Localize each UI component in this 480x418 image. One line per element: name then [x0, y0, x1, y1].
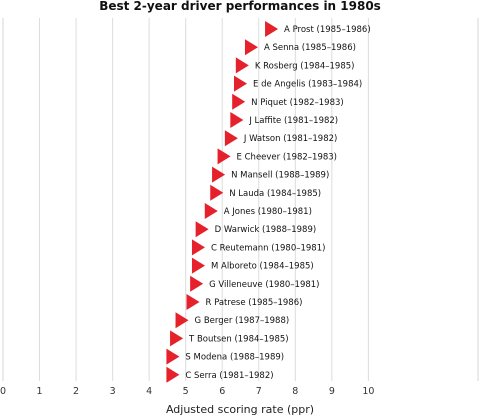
x-tick-label: 2	[73, 386, 79, 397]
data-point-label: A Jones (1980–1981)	[224, 207, 312, 217]
data-point-marker	[166, 366, 180, 383]
data-point-marker	[186, 294, 200, 310]
data-point-marker	[175, 312, 189, 329]
chart-title: Best 2-year driver performances in 1980s	[99, 0, 381, 13]
data-point-label: E Cheever (1982–1983)	[237, 152, 337, 162]
x-tick-label: 10	[362, 386, 374, 397]
data-point-label: D Warwick (1988–1989)	[215, 225, 317, 235]
data-point-marker	[204, 203, 218, 219]
data-point-marker	[217, 148, 231, 165]
data-point-label: N Lauda (1984–1985)	[229, 189, 321, 199]
data-point-label: G Berger (1987–1988)	[195, 316, 290, 326]
data-point-label: N Piquet (1982–1983)	[251, 98, 344, 108]
data-point-label: M Alboreto (1984–1985)	[211, 262, 314, 272]
data-point-marker	[230, 112, 244, 128]
x-tick-label: 1	[37, 386, 43, 397]
data-point-label: K Rosberg (1984–1985)	[255, 61, 355, 71]
data-point-label: E de Angelis (1983–1984)	[253, 80, 362, 90]
x-tick-label: 0	[0, 386, 6, 397]
data-point-marker	[170, 330, 184, 347]
x-tick-label: 8	[292, 386, 298, 397]
data-point-label: C Reutemann (1980–1981)	[211, 243, 325, 253]
data-point-marker	[232, 93, 246, 110]
data-point-label: J Watson (1981–1982)	[243, 134, 337, 144]
data-point-marker	[224, 130, 238, 147]
x-tick-label: 5	[183, 386, 189, 397]
data-point-label: C Serra (1981–1982)	[185, 371, 273, 381]
data-point-label: A Prost (1985–1986)	[284, 25, 371, 35]
x-tick-label: 4	[146, 386, 152, 397]
x-axis: 0 1 2 3 4 5 6 7 8 9 10	[0, 386, 374, 397]
data-point-marker	[195, 221, 209, 238]
data-point-label: A Senna (1985–1986)	[264, 43, 356, 53]
data-point-marker	[212, 166, 226, 183]
data-points: A Prost (1985–1986) A Senna (1985–1986) K …	[166, 21, 371, 383]
x-axis-label: Adjusted scoring rate (ppr)	[166, 403, 314, 416]
data-point-label: G Villeneuve (1980–1981)	[209, 280, 319, 290]
data-point-label: J Laffite (1981–1982)	[248, 116, 338, 126]
data-point-label: S Modena (1988–1989)	[185, 353, 284, 363]
data-point-marker	[265, 21, 279, 37]
data-point-marker	[234, 75, 247, 92]
x-tick-label: 9	[329, 386, 335, 397]
x-tick-label: 3	[110, 386, 116, 397]
data-point-marker	[190, 275, 204, 292]
data-point-marker	[191, 239, 205, 256]
data-point-marker	[166, 348, 180, 365]
data-point-label: R Patrese (1985–1986)	[206, 298, 303, 308]
data-point-label: N Mansell (1988–1989)	[231, 171, 329, 181]
data-point-marker	[191, 257, 205, 274]
gridlines	[2, 18, 479, 381]
data-point-marker	[210, 184, 224, 201]
x-tick-label: 7	[256, 386, 262, 397]
data-point-label: T Boutsen (1984–1985)	[188, 334, 289, 344]
data-point-marker	[244, 39, 258, 56]
data-point-marker	[235, 57, 249, 74]
x-tick-label: 6	[219, 386, 225, 397]
